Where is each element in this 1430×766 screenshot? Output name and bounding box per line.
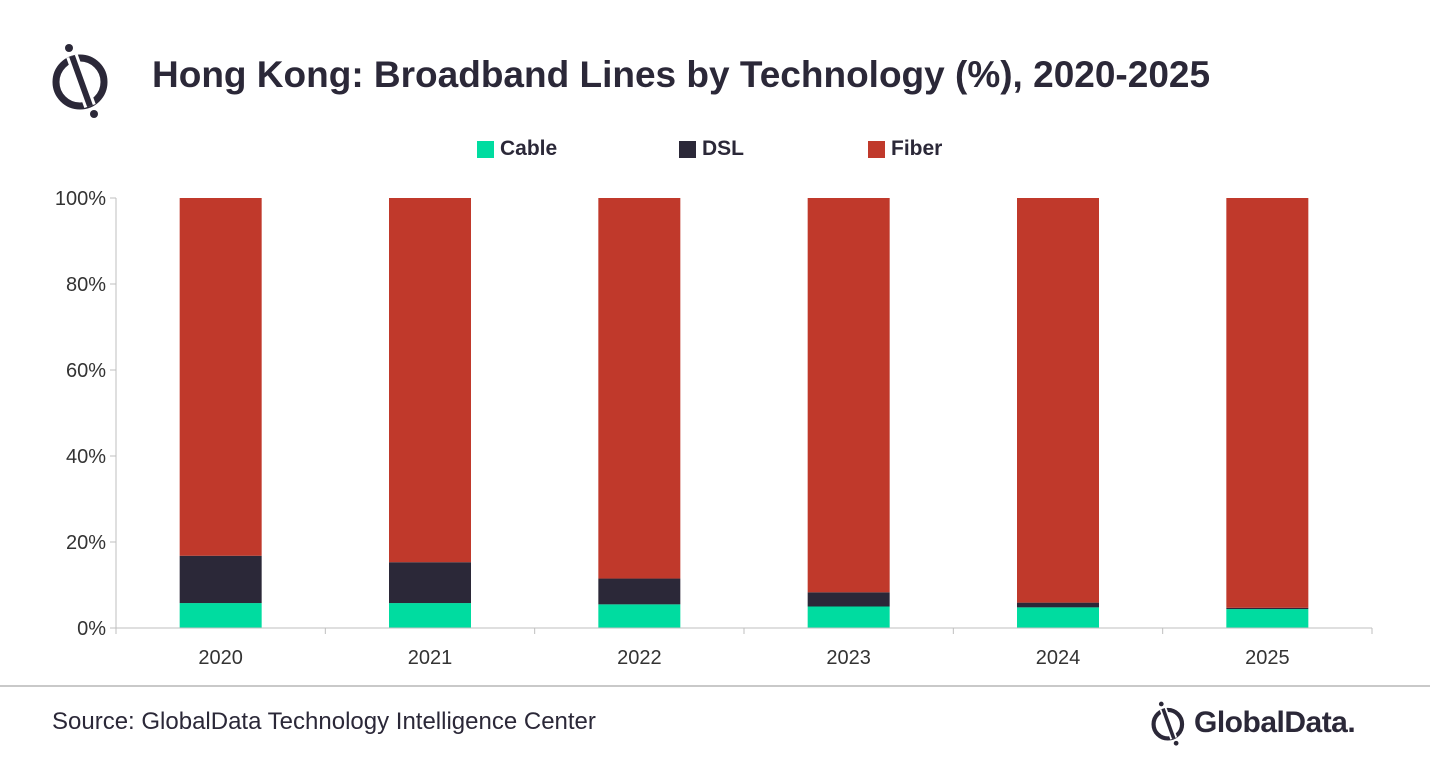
bar-fiber-2020 xyxy=(179,198,262,556)
legend-label-fiber: Fiber xyxy=(891,137,943,160)
legend-label-dsl: DSL xyxy=(702,137,744,160)
footer-divider xyxy=(0,685,1430,687)
legend-item-cable: Cable xyxy=(477,137,557,161)
bar-dsl-2024 xyxy=(1017,602,1099,608)
chart-title: Hong Kong: Broadband Lines by Technology… xyxy=(152,54,1211,95)
y-tick-label: 0% xyxy=(77,618,106,640)
x-tick-label: 2023 xyxy=(826,647,871,669)
bar-dsl-2025 xyxy=(1226,607,1309,610)
bar-fiber-2024 xyxy=(1017,198,1099,603)
brand-name: GlobalData. xyxy=(1194,706,1356,739)
legend-swatch-dsl xyxy=(679,140,696,158)
y-tick-label: 100% xyxy=(55,188,106,210)
bar-cable-2022 xyxy=(598,604,681,628)
bar-dsl-2023 xyxy=(807,592,890,607)
source-note: Source: GlobalData Technology Intelligen… xyxy=(52,708,596,735)
x-tick-label: 2022 xyxy=(617,647,662,669)
stacked-bar-chart: 0% 20% 40% 60% 80% 100% 2020 2021 2022 2023 2024 20… xyxy=(55,188,1373,669)
legend-item-dsl: DSL xyxy=(679,137,744,161)
globaldata-brand-icon xyxy=(1151,701,1185,746)
bar-dsl-2020 xyxy=(179,555,262,604)
bar-fiber-2021 xyxy=(389,198,471,563)
x-tick-label: 2025 xyxy=(1245,647,1290,669)
bar-cable-2020 xyxy=(179,603,262,628)
legend-item-fiber: Fiber xyxy=(868,137,942,161)
legend-swatch-cable xyxy=(477,140,494,158)
x-tick-label: 2021 xyxy=(408,647,453,669)
brand-logo: GlobalData. xyxy=(1150,700,1356,746)
bar-cable-2025 xyxy=(1226,609,1309,628)
bar-fiber-2022 xyxy=(598,198,681,579)
x-tick-label: 2024 xyxy=(1036,647,1081,669)
y-tick-label: 60% xyxy=(66,360,106,382)
bar-cable-2021 xyxy=(389,603,471,628)
x-tick-label: 2020 xyxy=(198,647,243,669)
y-tick-label: 20% xyxy=(66,532,106,554)
bar-dsl-2021 xyxy=(389,562,471,604)
globaldata-logo-icon xyxy=(52,44,108,118)
y-tick-label: 80% xyxy=(66,274,106,296)
y-tick-label: 40% xyxy=(66,446,106,468)
bar-cable-2023 xyxy=(807,606,890,628)
legend-swatch-fiber xyxy=(868,140,885,158)
bar-dsl-2022 xyxy=(598,578,681,605)
bar-fiber-2025 xyxy=(1226,198,1309,608)
chart-legend: Cable DSL Fiber xyxy=(0,137,1430,167)
legend-label-cable: Cable xyxy=(500,137,558,160)
bar-fiber-2023 xyxy=(807,198,890,593)
bar-cable-2024 xyxy=(1017,607,1099,628)
